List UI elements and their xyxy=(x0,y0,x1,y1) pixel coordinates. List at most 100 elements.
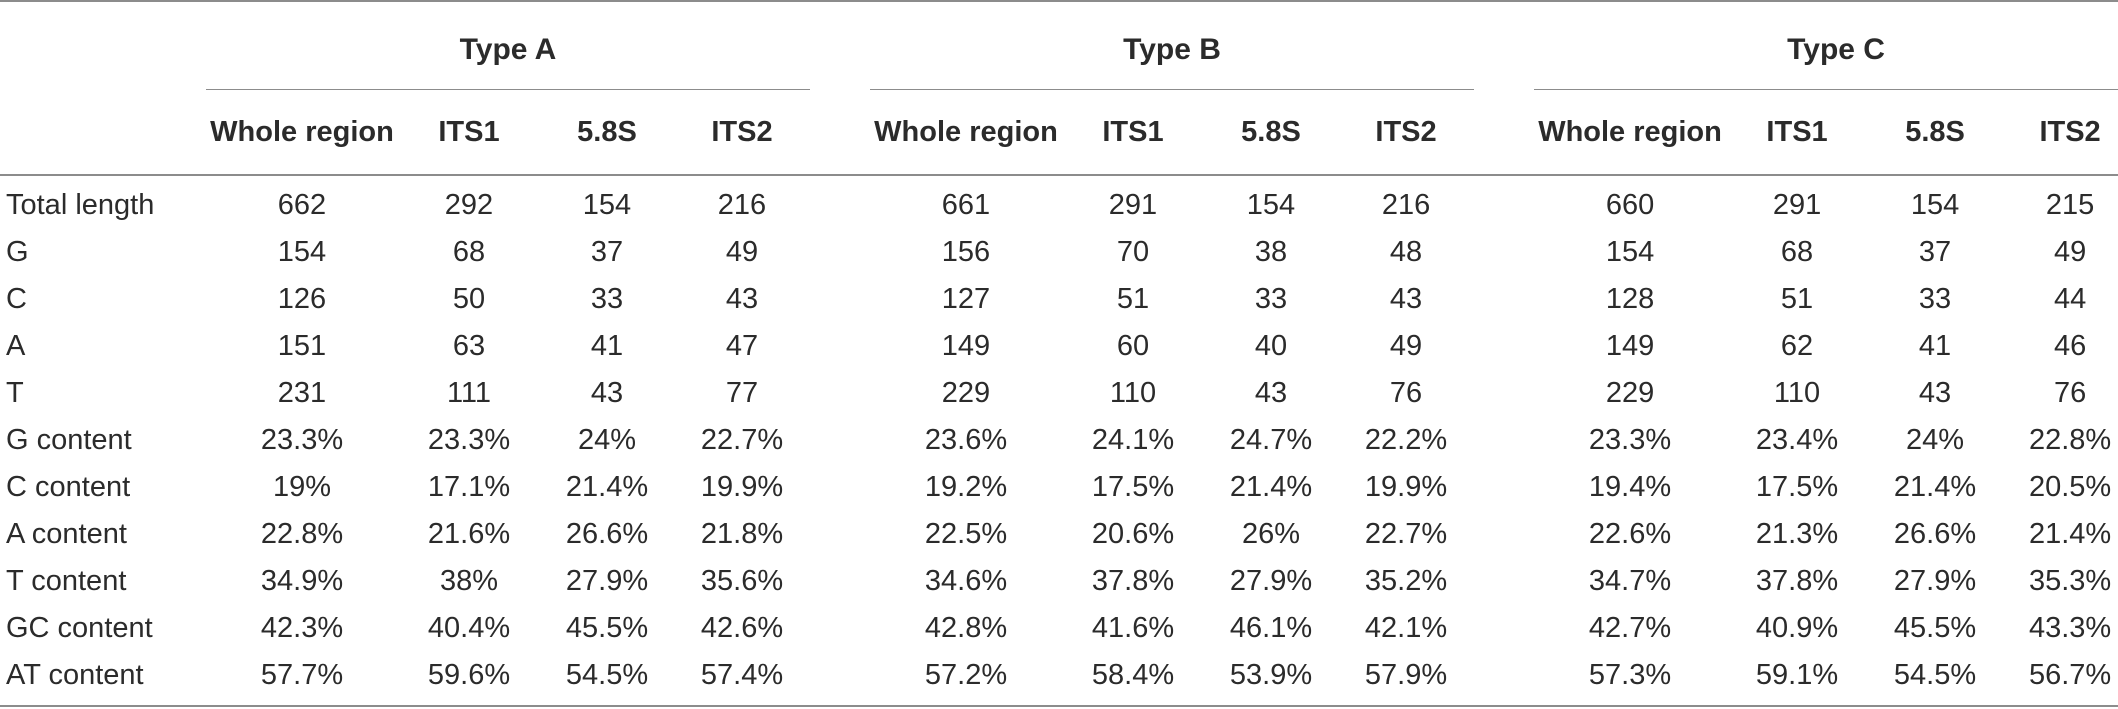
value-cell: 149 xyxy=(1605,330,1655,362)
value-cell: 154 xyxy=(1910,189,1960,221)
value-cell: 56.7% xyxy=(2002,652,2118,707)
value-cell: 68 xyxy=(1780,236,1814,268)
subheader-whole-region: Whole region xyxy=(206,89,398,176)
subheader-5-8s: 5.8S xyxy=(1204,89,1338,176)
table-row: GC content 42.3% 40.4% 45.5% 42.6% 42.8% 41.6%… xyxy=(0,605,2118,652)
row-label: GC content xyxy=(6,612,153,644)
value-cell: 45.5% xyxy=(1893,612,1977,644)
value-cell: 51 xyxy=(1780,283,1814,315)
gap-cell xyxy=(1474,1,1534,90)
table-row: T content 34.9% 38% 27.9% 35.6% 34.6% 37.8% 27.… xyxy=(0,558,2118,605)
gap-cell xyxy=(810,89,870,176)
value-cell: 48 xyxy=(1389,236,1423,268)
group-header-type-b: Type B xyxy=(870,1,1475,90)
value-cell: 291 xyxy=(1772,189,1822,221)
value-cell: 111 xyxy=(446,377,492,409)
value-cell: 42.8% xyxy=(924,612,1008,644)
value-cell: 20.5% xyxy=(2028,471,2112,503)
value-cell: 51 xyxy=(1116,283,1150,315)
value-cell: 49 xyxy=(725,236,759,268)
value-cell: 57.7% xyxy=(206,652,398,707)
value-cell: 50 xyxy=(452,283,486,315)
gap-cell xyxy=(810,652,870,707)
gap-cell xyxy=(810,229,870,276)
value-cell: 110 xyxy=(1109,377,1157,409)
value-cell: 21.6% xyxy=(427,518,511,550)
gap-cell xyxy=(1474,175,1534,229)
value-cell: 33 xyxy=(1918,283,1952,315)
value-cell: 42.1% xyxy=(1364,612,1448,644)
value-cell: 59.1% xyxy=(1726,652,1869,707)
value-cell: 110 xyxy=(1773,377,1821,409)
value-cell: 19.9% xyxy=(1364,471,1448,503)
subheader-its1: ITS1 xyxy=(1062,89,1204,176)
value-cell: 229 xyxy=(941,377,991,409)
value-cell: 59.6% xyxy=(398,652,540,707)
value-cell: 21.4% xyxy=(2028,518,2112,550)
value-cell: 22.8% xyxy=(2028,424,2112,456)
group-header-type-a: Type A xyxy=(206,1,810,90)
value-cell: 23.3% xyxy=(260,424,344,456)
row-label: T content xyxy=(6,565,127,597)
value-cell: 63 xyxy=(452,330,486,362)
value-cell: 43 xyxy=(1389,283,1423,315)
gap-cell xyxy=(810,323,870,370)
value-cell: 42.7% xyxy=(1588,612,1672,644)
value-cell: 22.5% xyxy=(924,518,1008,550)
value-cell: 34.6% xyxy=(924,565,1008,597)
value-cell: 33 xyxy=(1254,283,1288,315)
gap-cell xyxy=(1474,89,1535,176)
value-cell: 20.6% xyxy=(1091,518,1175,550)
table-row: C 126 50 33 43 127 51 33 43 128 51 33 44 xyxy=(0,276,2118,323)
table-row: G 154 68 37 49 156 70 38 48 154 68 37 49 xyxy=(0,229,2118,276)
subheader-row: Whole region ITS1 5.8S ITS2 Whole region… xyxy=(0,89,2118,176)
value-cell: 60 xyxy=(1116,330,1150,362)
gap-cell xyxy=(1474,276,1534,323)
row-label: T xyxy=(6,377,24,409)
table-row: G content 23.3% 23.3% 24% 22.7% 23.6% 24.1% 24.… xyxy=(0,417,2118,464)
subheader-its2: ITS2 xyxy=(1338,89,1475,176)
value-cell: 57.4% xyxy=(674,652,810,707)
value-cell: 40 xyxy=(1254,330,1288,362)
value-cell: 215 xyxy=(2045,189,2095,221)
value-cell: 35.6% xyxy=(700,565,784,597)
value-cell: 661 xyxy=(941,189,991,221)
value-cell: 22.8% xyxy=(260,518,344,550)
gap-cell xyxy=(810,511,870,558)
corner-cell xyxy=(0,89,206,176)
value-cell: 43 xyxy=(1918,377,1952,409)
value-cell: 49 xyxy=(1389,330,1423,362)
value-cell: 19% xyxy=(272,471,332,503)
value-cell: 35.3% xyxy=(2028,565,2112,597)
value-cell: 17.5% xyxy=(1091,471,1175,503)
value-cell: 62 xyxy=(1780,330,1814,362)
value-cell: 37.8% xyxy=(1091,565,1175,597)
value-cell: 42.6% xyxy=(700,612,784,644)
value-cell: 41 xyxy=(1918,330,1952,362)
value-cell: 76 xyxy=(1389,377,1423,409)
value-cell: 126 xyxy=(277,283,327,315)
value-cell: 216 xyxy=(717,189,767,221)
value-cell: 22.6% xyxy=(1588,518,1672,550)
subheader-5-8s: 5.8S xyxy=(1868,89,2003,176)
gap-cell xyxy=(1474,652,1535,707)
value-cell: 43.3% xyxy=(2028,612,2112,644)
gap-cell xyxy=(810,276,870,323)
value-cell: 22.7% xyxy=(700,424,784,456)
value-cell: 40.9% xyxy=(1755,612,1839,644)
value-cell: 24% xyxy=(1906,424,1965,456)
row-label: C content xyxy=(6,471,131,503)
value-cell: 662 xyxy=(277,189,327,221)
gap-cell xyxy=(1474,464,1534,511)
value-cell: 291 xyxy=(1108,189,1158,221)
gap-cell xyxy=(1474,558,1534,605)
table-row: T 231 111 43 77 229 110 43 76 229 110 43 76 xyxy=(0,370,2118,417)
subheader-its2: ITS2 xyxy=(674,89,810,176)
value-cell: 21.3% xyxy=(1755,518,1839,550)
row-label: G xyxy=(6,236,29,268)
gap-cell xyxy=(810,417,870,464)
value-cell: 149 xyxy=(941,330,991,362)
group-header-type-c: Type C xyxy=(1534,1,2118,90)
gap-cell xyxy=(810,558,870,605)
